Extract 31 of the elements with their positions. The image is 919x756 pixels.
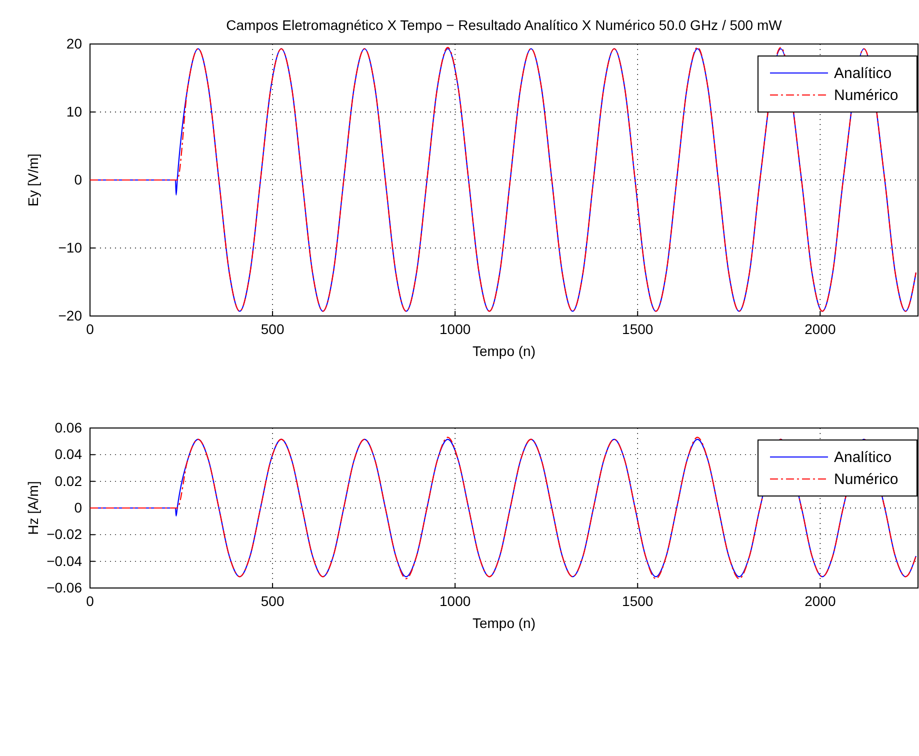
legend-label: Analítico	[834, 65, 892, 82]
x-tick-label: 1500	[622, 320, 654, 337]
x-tick-label: 500	[260, 592, 284, 609]
legend-label: Numérico	[834, 87, 898, 104]
x-tick-label: 1000	[440, 320, 471, 337]
x-tick-label: 1500	[622, 592, 654, 609]
legend-label: Analítico	[834, 449, 892, 466]
y-tick-label: 0	[74, 171, 82, 188]
chart-title: Campos Eletromagnético X Tempo − Resultado Analítico X Numérico 50.0 GHz / 500 mW	[226, 17, 783, 33]
x-tick-label: 0	[86, 592, 94, 609]
y-tick-label: −10	[58, 239, 82, 256]
y-tick-label: −0.04	[46, 552, 82, 569]
y-axis-title: Ey [V/m]	[25, 154, 41, 206]
x-axis-title: Tempo (n)	[472, 343, 536, 359]
y-tick-label: 0.02	[54, 472, 82, 489]
y-tick-label: 0.06	[54, 419, 82, 436]
legend-label: Numérico	[834, 471, 898, 488]
y-axis-title: Hz [A/m]	[25, 481, 41, 535]
y-tick-label: −20	[58, 307, 82, 324]
y-tick-label: −0.06	[46, 579, 82, 596]
y-tick-label: 0.04	[54, 446, 82, 462]
y-tick-label: −0.02	[46, 526, 82, 542]
y-tick-label: 20	[66, 35, 82, 52]
y-tick-label: 0	[74, 499, 82, 516]
x-tick-label: 1000	[440, 592, 471, 609]
x-tick-label: 500	[260, 320, 284, 337]
x-tick-label: 2000	[804, 320, 836, 337]
x-tick-label: 2000	[804, 592, 836, 609]
x-axis-title: Tempo (n)	[472, 615, 536, 631]
x-tick-label: 0	[86, 320, 94, 337]
y-tick-label: 10	[66, 103, 82, 120]
